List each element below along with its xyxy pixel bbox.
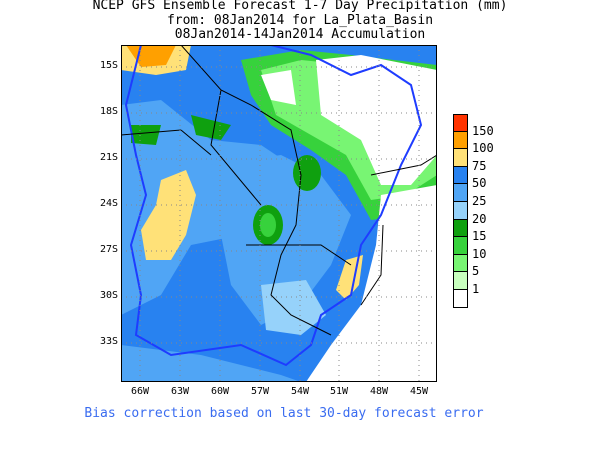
lon-label: 63W — [170, 386, 190, 397]
lat-label: 30S — [99, 290, 118, 301]
field-75-100 — [141, 170, 196, 260]
title-line-2: from: 08Jan2014 for La_Plata_Basin — [166, 13, 434, 28]
lon-label: 45W — [409, 386, 429, 397]
colorbar-label: 75 — [472, 158, 487, 173]
colorbar-label: 100 — [472, 141, 494, 156]
map-frame — [121, 45, 437, 382]
field-15-20-west — [191, 115, 231, 140]
field-20-25 — [261, 280, 326, 335]
title-line-1: NCEP GFS Ensemble Forecast 1-7 Day Preci… — [92, 0, 508, 13]
coastline — [360, 154, 437, 306]
precipitation-map — [121, 45, 437, 382]
field-25-50 — [121, 100, 291, 315]
colorbar-label: 10 — [472, 246, 487, 261]
colorbar-label: 15 — [472, 229, 487, 244]
field-25-50-center — [211, 155, 351, 325]
colorbar-label: 25 — [472, 194, 487, 208]
lat-label: 24S — [99, 198, 118, 209]
colorbar-label: 5 — [472, 264, 480, 279]
title-line-3: 08Jan2014-14Jan2014 Accumulation — [174, 27, 426, 42]
field-15-20-north — [293, 155, 321, 191]
lat-label: 21S — [99, 152, 118, 163]
colorbar-swatch — [453, 184, 468, 202]
colorbar-label: 150 — [472, 123, 494, 138]
country-borders — [121, 45, 352, 336]
colorbar-swatch — [453, 166, 468, 185]
colorbar-label: 1 — [472, 282, 480, 296]
lon-label: 54W — [290, 386, 310, 397]
field-10-15-spot — [260, 213, 276, 237]
grid-lines — [121, 45, 437, 382]
colorbar-swatch — [453, 219, 468, 238]
lon-label: 66W — [130, 386, 150, 397]
colorbar-swatch — [453, 201, 468, 220]
colorbar-swatch — [453, 131, 468, 150]
field-below-1-west — [261, 70, 296, 105]
colorbar-swatch — [453, 289, 468, 308]
lon-label: 48W — [369, 386, 389, 397]
bias-correction-note: Bias correction based on last 30-day for… — [84, 406, 484, 421]
lon-label: 57W — [250, 386, 270, 397]
lat-label: 15S — [99, 60, 118, 71]
field-100-150 — [126, 45, 176, 67]
lon-label: 51W — [329, 386, 349, 397]
colorbar-swatch — [453, 237, 468, 255]
colorbar-label: 20 — [472, 211, 487, 226]
lat-label: 33S — [99, 336, 118, 347]
field-25-50-south — [121, 345, 301, 382]
lat-label: 18S — [99, 106, 118, 117]
lat-label: 27S — [99, 244, 118, 255]
colorbar — [453, 114, 468, 308]
colorbar-swatch — [453, 114, 468, 132]
ocean-no-data — [306, 185, 437, 382]
basin-boundary — [124, 45, 423, 367]
lon-label: 60W — [210, 386, 230, 397]
colorbar-label: 50 — [472, 176, 487, 191]
colorbar-swatch — [453, 272, 468, 290]
colorbar-swatch — [453, 149, 468, 167]
field-15-20-far-west — [131, 125, 161, 145]
colorbar-swatch — [453, 254, 468, 273]
